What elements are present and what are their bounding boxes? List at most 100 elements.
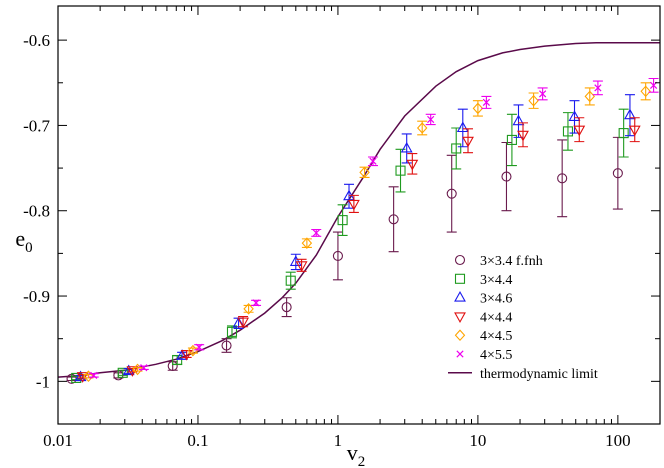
data-point xyxy=(122,364,135,376)
data-point xyxy=(243,303,254,315)
legend-marker xyxy=(454,273,466,284)
data-point xyxy=(172,354,183,366)
series-2 xyxy=(71,108,629,383)
data-point xyxy=(221,340,232,351)
data-point xyxy=(285,275,296,286)
y-tick-label: -1 xyxy=(36,372,50,391)
data-point xyxy=(237,317,250,329)
data-point xyxy=(337,215,348,226)
legend-label: 3×3.4 f.fnh xyxy=(480,254,543,269)
data-point xyxy=(332,250,343,261)
error-bar xyxy=(463,128,474,154)
data-point xyxy=(226,326,238,337)
legend-label: 3×4.4 xyxy=(480,273,512,288)
x-tick-label: 1 xyxy=(334,431,343,450)
legend-marker xyxy=(456,350,464,358)
legend-label: thermodynamic limit xyxy=(480,367,598,382)
data-point xyxy=(359,166,370,179)
error-bar xyxy=(337,204,348,237)
error-bar xyxy=(395,148,406,193)
x-tick-label: 0.01 xyxy=(43,431,73,450)
data-point xyxy=(312,229,320,237)
data-point xyxy=(557,173,568,184)
y-axis-label: e0 xyxy=(15,226,32,256)
data-point xyxy=(584,90,596,103)
data-point xyxy=(195,343,203,351)
data-point xyxy=(140,364,148,372)
y-axis-label-text: e xyxy=(15,226,25,251)
data-point xyxy=(562,126,574,137)
data-point xyxy=(281,302,292,313)
data-point xyxy=(117,367,128,378)
data-point xyxy=(506,134,517,145)
data-point xyxy=(347,199,360,211)
legend-marker xyxy=(454,312,466,324)
data-point xyxy=(501,171,512,182)
error-bar xyxy=(629,117,640,143)
legend: 3×3.4 f.fnh 3×4.4 3×4.6 4×4.4 4×4.5 4×5.5 ther… xyxy=(448,254,598,382)
data-point xyxy=(83,370,94,383)
data-point xyxy=(252,299,260,307)
data-point xyxy=(573,125,586,137)
data-point xyxy=(568,110,581,121)
plot-area xyxy=(57,41,660,384)
data-point xyxy=(482,98,491,107)
x-axis-label: v2 xyxy=(347,440,366,468)
error-bar xyxy=(618,108,629,158)
error-bar xyxy=(187,347,198,354)
data-point xyxy=(301,237,313,249)
error-bar xyxy=(501,141,512,212)
y-tick-label: -0.6 xyxy=(23,31,50,50)
error-bar xyxy=(624,94,635,137)
error-bar xyxy=(557,139,568,218)
data-point xyxy=(528,94,539,107)
y-tick-label: -0.7 xyxy=(23,116,50,135)
data-point xyxy=(594,84,602,92)
error-bar xyxy=(281,297,292,318)
x-tick-label: 10 xyxy=(469,431,486,450)
data-point xyxy=(612,168,623,179)
thermodynamic-limit-line xyxy=(57,41,660,378)
data-point xyxy=(446,188,457,199)
error-bar xyxy=(574,117,585,143)
series-3 xyxy=(74,94,636,382)
data-point xyxy=(132,363,143,376)
y-axis-label-subscript: 0 xyxy=(25,240,33,256)
plot-frame xyxy=(57,5,661,425)
error-bar xyxy=(517,122,528,148)
data-point xyxy=(388,214,399,225)
error-bar xyxy=(506,113,517,167)
error-bar xyxy=(344,183,355,209)
data-point xyxy=(517,130,529,142)
series-1 xyxy=(66,136,623,384)
data-point xyxy=(180,349,193,361)
data-point xyxy=(427,115,435,124)
error-bar xyxy=(332,231,343,281)
data-point xyxy=(472,102,484,115)
series-4 xyxy=(76,117,641,383)
error-bar xyxy=(407,153,418,175)
error-bar xyxy=(285,271,296,290)
data-point xyxy=(640,85,651,98)
x-axis-label-text: v xyxy=(347,440,358,465)
series-6 xyxy=(88,77,659,380)
data-point xyxy=(187,344,199,357)
data-point xyxy=(406,159,419,171)
legend-marker xyxy=(454,290,466,302)
y-tick-label: -0.9 xyxy=(23,287,50,306)
axes: 0.01 0.1 1 10 100 -1 -0.9 -0.8 -0.7 -0.6 xyxy=(23,6,661,450)
x-axis-label-subscript: 2 xyxy=(358,454,366,468)
data-point xyxy=(624,108,636,120)
legend-label: 4×4.4 xyxy=(480,310,512,325)
svg-text:v2: v2 xyxy=(347,440,366,468)
x-tick-label: 100 xyxy=(605,431,631,450)
data-point xyxy=(295,261,308,272)
data-point xyxy=(628,125,641,137)
legend-label: 4×5.5 xyxy=(480,348,512,363)
y-tick-label: -0.8 xyxy=(23,202,50,221)
error-bar xyxy=(562,112,573,151)
data-point xyxy=(369,157,377,165)
data-point xyxy=(538,90,547,98)
